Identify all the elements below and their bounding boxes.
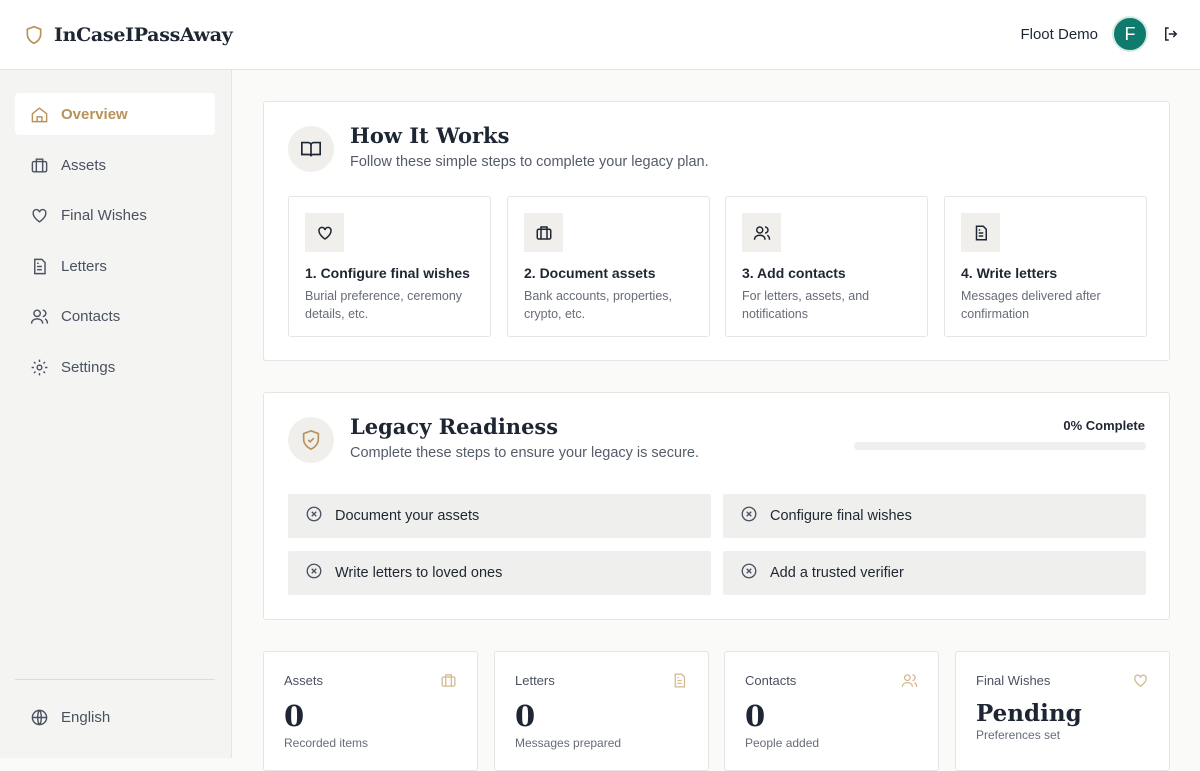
stat-value: 0 (284, 699, 305, 733)
sidebar-item-settings[interactable]: Settings (15, 346, 215, 388)
sidebar: Overview Assets Final Wishes Letters Con… (0, 70, 232, 758)
stat-card-final-wishes[interactable]: Final Wishes Pending Preferences set (955, 651, 1170, 771)
x-circle-icon (305, 562, 323, 584)
shield-icon (26, 25, 42, 44)
checklist-label: Write letters to loved ones (335, 565, 503, 581)
app-logo[interactable]: InCaseIPassAway (24, 23, 233, 46)
sidebar-item-contacts[interactable]: Contacts (15, 295, 215, 337)
step-card: 2. Document assets Bank accounts, propert… (507, 196, 710, 337)
sidebar-item-assets[interactable]: Assets (15, 144, 215, 186)
x-circle-icon (740, 562, 758, 584)
checklist-label: Add a trusted verifier (770, 565, 904, 581)
stat-label: Contacts (745, 673, 797, 688)
book-icon (288, 126, 334, 172)
document-icon (961, 213, 1000, 252)
how-it-works-card: How It Works Follow these simple steps t… (263, 101, 1170, 361)
shield-check-icon (288, 417, 334, 463)
logout-icon[interactable] (1162, 25, 1180, 43)
stat-sub: Preferences set (976, 728, 1061, 742)
stat-value: 0 (745, 699, 766, 733)
users-icon (901, 674, 918, 687)
globe-icon (31, 709, 48, 725)
x-circle-icon (740, 505, 758, 527)
briefcase-icon (31, 157, 48, 173)
checklist-item[interactable]: Write letters to loved ones (288, 551, 711, 595)
step-card: 4. Write letters Messages delivered after… (944, 196, 1147, 337)
app-name: InCaseIPassAway (54, 23, 233, 46)
document-icon (674, 673, 686, 688)
sidebar-item-final-wishes[interactable]: Final Wishes (15, 194, 215, 236)
stat-sub: Messages prepared (515, 736, 622, 750)
heart-icon (32, 208, 47, 223)
sidebar-item-label: Letters (61, 257, 107, 275)
user-name: Floot Demo (1020, 25, 1098, 43)
stat-label: Assets (284, 673, 324, 688)
step-title: 1. Configure final wishes (305, 265, 470, 281)
stat-sub: Recorded items (284, 736, 369, 750)
step-card: 3. Add contacts For letters, assets, and … (725, 196, 928, 337)
checklist-item[interactable]: Configure final wishes (723, 494, 1146, 538)
briefcase-icon (524, 213, 563, 252)
briefcase-icon (441, 674, 456, 687)
gear-icon (31, 359, 48, 375)
readiness-subtitle: Complete these steps to ensure your lega… (350, 445, 699, 461)
readiness-title: Legacy Readiness (350, 414, 559, 439)
sidebar-item-label: Settings (61, 358, 116, 376)
step-title: 3. Add contacts (742, 265, 846, 281)
language-label: English (61, 708, 111, 726)
how-subtitle: Follow these simple steps to complete yo… (350, 154, 709, 170)
sidebar-item-label: Contacts (61, 307, 121, 325)
step-card: 1. Configure final wishes Burial preferen… (288, 196, 491, 337)
sidebar-item-letters[interactable]: Letters (15, 245, 215, 287)
home-icon (31, 106, 48, 122)
checklist-item[interactable]: Document your assets (288, 494, 711, 538)
sidebar-item-label: Overview (61, 105, 128, 123)
checklist-item[interactable]: Add a trusted verifier (723, 551, 1146, 595)
stat-label: Letters (515, 673, 555, 688)
sidebar-item-label: Assets (61, 156, 107, 174)
avatar[interactable]: F (1112, 16, 1148, 52)
checklist-label: Document your assets (335, 508, 480, 524)
users-icon (30, 308, 49, 324)
sidebar-divider (15, 679, 215, 680)
step-title: 2. Document assets (524, 265, 656, 281)
step-desc: For letters, assets, and notifications (742, 289, 870, 321)
heart-icon (305, 213, 344, 252)
language-selector[interactable]: English (15, 696, 215, 738)
step-desc: Bank accounts, properties, crypto, etc. (524, 289, 672, 321)
sidebar-item-label: Final Wishes (61, 206, 147, 224)
stat-value: 0 (515, 699, 536, 733)
step-desc: Messages delivered after confirmation (961, 289, 1101, 321)
users-icon (742, 213, 781, 252)
x-circle-icon (305, 505, 323, 527)
stat-card-assets[interactable]: Assets 0 Recorded items (263, 651, 478, 771)
legacy-readiness-card: Legacy Readiness Complete these steps to… (263, 392, 1170, 620)
stat-card-letters[interactable]: Letters 0 Messages prepared (494, 651, 709, 771)
step-desc: Burial preference, ceremony details, etc… (305, 289, 463, 321)
stat-value: Pending (976, 700, 1082, 727)
stat-sub: People added (745, 736, 820, 750)
stat-label: Final Wishes (976, 673, 1051, 688)
step-title: 4. Write letters (961, 265, 1058, 281)
document-icon (34, 258, 46, 274)
progress-label: 0% Complete (1063, 418, 1145, 433)
sidebar-item-overview[interactable]: Overview (15, 93, 215, 135)
stat-card-contacts[interactable]: Contacts 0 People added (724, 651, 939, 771)
how-title: How It Works (350, 123, 510, 148)
progress-bar (854, 442, 1146, 450)
top-bar: InCaseIPassAway Floot Demo F (0, 0, 1200, 70)
checklist-label: Configure final wishes (770, 508, 912, 524)
heart-icon (1134, 674, 1147, 687)
